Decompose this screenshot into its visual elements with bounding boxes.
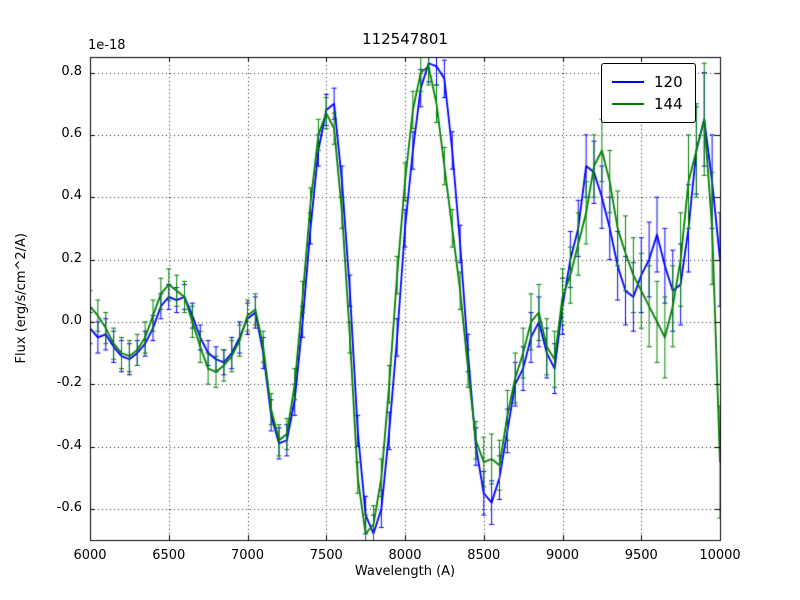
y-tick-label: 0.2 (61, 250, 82, 266)
legend-line-sample-green (612, 103, 644, 105)
x-axis-label: Wavelength (A) (354, 564, 456, 579)
y-tick-label: 0.0 (61, 312, 82, 328)
y-tick-label: 0.4 (61, 188, 82, 204)
y-axis-offset-text: 1e-18 (88, 38, 126, 53)
y-tick-label: -0.2 (56, 375, 82, 391)
x-tick-label: 10000 (699, 548, 741, 563)
x-tick-label: 8500 (467, 548, 501, 563)
y-tick-label: -0.6 (56, 499, 82, 515)
x-tick-label: 7500 (309, 548, 343, 563)
legend-line-sample-blue (612, 81, 644, 83)
y-tick-label: -0.4 (56, 437, 82, 453)
y-tick-label: 0.6 (61, 125, 82, 141)
x-tick-label: 8000 (388, 548, 422, 563)
chart-title: 112547801 (362, 30, 448, 48)
legend-entry-120: 120 (612, 71, 683, 93)
x-tick-label: 9000 (545, 548, 580, 563)
y-tick-label: 0.8 (61, 63, 82, 79)
legend: 120 144 (601, 63, 696, 123)
legend-label-120: 120 (654, 73, 683, 91)
x-tick-label: 6500 (152, 548, 186, 563)
x-tick-label: 9500 (624, 548, 658, 563)
legend-entry-144: 144 (612, 93, 683, 115)
x-tick-label: 6000 (73, 548, 107, 563)
x-tick-label: 7000 (230, 548, 265, 563)
legend-label-144: 144 (654, 95, 683, 113)
